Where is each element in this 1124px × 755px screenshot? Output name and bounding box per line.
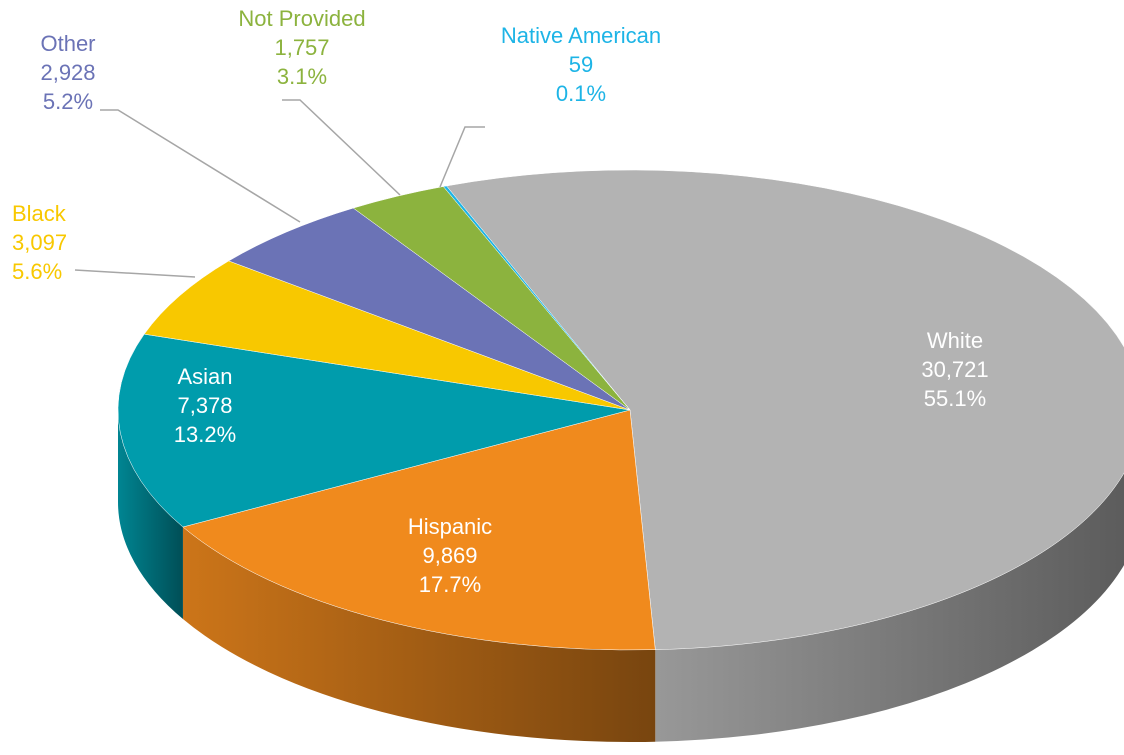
value-label: 59 [569, 52, 593, 77]
slice-label: Asian [177, 364, 232, 389]
slice-side [118, 410, 183, 619]
percent-label: 55.1% [924, 386, 986, 411]
slice-label: Hispanic [408, 514, 492, 539]
percent-label: 13.2% [174, 422, 236, 447]
percent-label: 17.7% [419, 572, 481, 597]
value-label: 1,757 [274, 35, 329, 60]
value-label: 3,097 [12, 230, 67, 255]
value-label: 2,928 [40, 60, 95, 85]
value-label: 7,378 [177, 393, 232, 418]
leader-line [439, 126, 485, 188]
slice [117, 333, 631, 528]
slice-side [655, 472, 1124, 742]
slice [442, 185, 631, 411]
slice-label: Other [40, 31, 95, 56]
leader-line [100, 109, 301, 223]
slice [446, 169, 1124, 650]
percent-label: 5.6% [12, 259, 62, 284]
slice-side [182, 526, 656, 743]
percent-label: 0.1% [556, 81, 606, 106]
leader-line [282, 99, 401, 196]
percent-label: 3.1% [277, 64, 327, 89]
percent-label: 5.2% [43, 89, 93, 114]
slice-label: White [927, 328, 983, 353]
slice [143, 260, 631, 411]
leader-line [74, 269, 196, 278]
slice [228, 207, 631, 411]
slice-label: Black [12, 201, 67, 226]
value-label: 30,721 [921, 357, 988, 382]
slice [182, 409, 656, 651]
slice-label: Native American [501, 23, 661, 48]
slice-label: Not Provided [238, 6, 365, 31]
value-label: 9,869 [422, 543, 477, 568]
